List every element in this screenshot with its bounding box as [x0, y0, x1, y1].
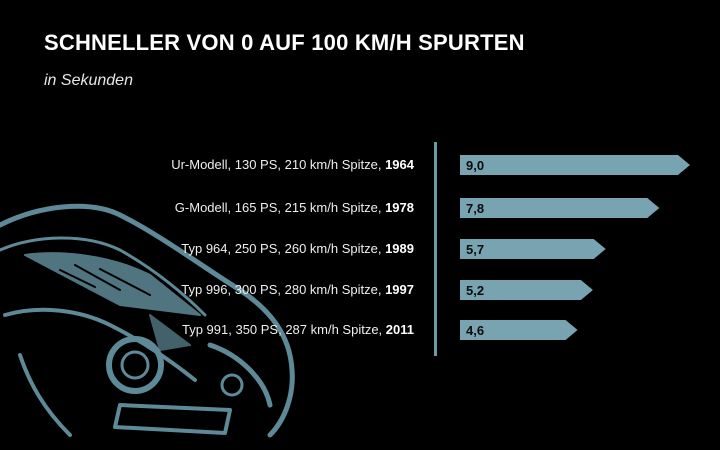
category-label-1964: Ur-Modell, 130 PS, 210 km/h Spitze, 1964 — [171, 157, 414, 172]
bar-1997 — [460, 280, 593, 300]
chart-subtitle: in Sekunden — [44, 72, 133, 89]
bar-1989 — [460, 239, 606, 259]
car-illustration — [0, 203, 295, 438]
bar-value-label-1978: 7,8 — [466, 201, 484, 216]
category-label-1978: G-Modell, 165 PS, 215 km/h Spitze, 1978 — [174, 200, 414, 215]
bar-1978 — [460, 198, 660, 218]
category-label-2011: Typ 991, 350 PS, 287 km/h Spitze, 2011 — [181, 322, 414, 337]
bar-2011 — [460, 320, 578, 340]
bar-value-label-1997: 5,2 — [466, 283, 484, 298]
bar-value-label-1989: 5,7 — [466, 242, 484, 257]
category-axis-line — [434, 142, 437, 356]
category-label-1989: Typ 964, 250 PS, 260 km/h Spitze, 1989 — [181, 241, 414, 256]
chart-title: SCHNELLER VON 0 AUF 100 KM/H SPURTEN — [44, 30, 525, 55]
bar-value-label-2011: 4,6 — [466, 323, 484, 338]
category-label-1997: Typ 996, 300 PS, 280 km/h Spitze, 1997 — [181, 282, 414, 297]
bar-1964 — [460, 155, 690, 175]
bar-value-label-1964: 9,0 — [466, 158, 484, 173]
